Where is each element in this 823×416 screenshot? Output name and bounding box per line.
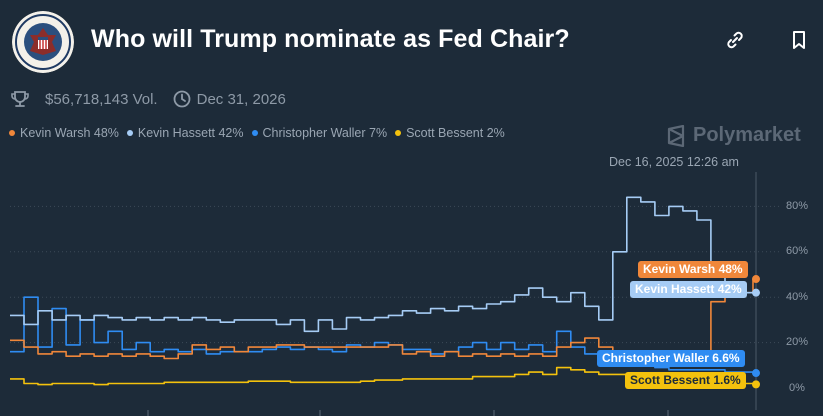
series-endpoint-scott-bessent <box>752 380 760 389</box>
y-tick-label: 0% <box>789 382 805 394</box>
fed-seal-logo <box>12 11 74 73</box>
legend-item-warsh[interactable]: Kevin Warsh 48% <box>9 126 119 140</box>
chart-legend: Kevin Warsh 48% Kevin Hassett 42% Christ… <box>9 126 513 140</box>
legend-item-waller[interactable]: Christopher Waller 7% <box>251 126 388 140</box>
y-tick-label: 40% <box>786 291 809 303</box>
volume-text: $56,718,143 Vol. <box>45 90 158 108</box>
legend-item-hassett[interactable]: Kevin Hassett 42% <box>126 126 244 140</box>
legend-label: Kevin Warsh 48% <box>20 126 119 140</box>
trophy-icon <box>10 89 30 109</box>
series-line-kevin-hassett <box>10 196 753 333</box>
legend-label: Scott Bessent 2% <box>406 126 505 140</box>
end-label-hassett: Kevin Hassett 42% <box>630 281 747 298</box>
legend-item-bessent[interactable]: Scott Bessent 2% <box>395 126 505 140</box>
series-endpoint-christopher-waller <box>752 369 760 378</box>
chart-timestamp: Dec 16, 2025 12:26 am <box>609 155 739 169</box>
y-tick-label: 60% <box>786 245 809 257</box>
legend-dot <box>251 130 258 136</box>
legend-dot <box>9 130 15 136</box>
polymarket-brand: Polymarket <box>666 124 801 147</box>
series-endpoint-kevin-warsh <box>752 275 760 284</box>
fed-seal-image <box>12 11 74 73</box>
page-title: Who will Trump nominate as Fed Chair? <box>91 25 570 53</box>
legend-dot <box>126 130 133 136</box>
series-endpoint-kevin-hassett <box>752 288 760 297</box>
legend-dot <box>395 130 402 136</box>
end-label-bessent: Scott Bessent 1.6% <box>625 372 746 389</box>
end-date-text: Dec 31, 2026 <box>196 90 286 108</box>
bookmark-icon[interactable] <box>788 29 810 51</box>
legend-label: Christopher Waller 7% <box>262 126 388 140</box>
clock-icon <box>172 89 192 109</box>
market-meta: $56,718,143 Vol. Dec 31, 2026 <box>10 88 286 110</box>
polymarket-logo-icon <box>667 124 685 147</box>
legend-label: Kevin Hassett 42% <box>137 126 244 140</box>
end-label-waller: Christopher Waller 6.6% <box>597 350 745 367</box>
link-icon[interactable] <box>724 29 746 51</box>
end-label-warsh: Kevin Warsh 48% <box>638 261 748 278</box>
y-tick-label: 20% <box>786 336 809 348</box>
brand-name: Polymarket <box>693 124 801 146</box>
y-tick-label: 80% <box>786 200 809 212</box>
